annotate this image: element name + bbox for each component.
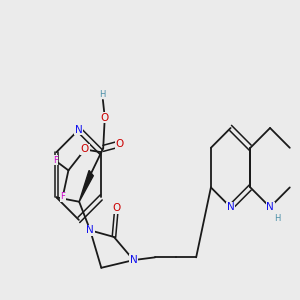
Text: F: F xyxy=(60,192,65,201)
Text: O: O xyxy=(112,203,121,213)
Text: H: H xyxy=(274,214,280,223)
Polygon shape xyxy=(79,170,93,202)
Text: O: O xyxy=(116,139,124,149)
Text: N: N xyxy=(86,225,94,236)
Text: N: N xyxy=(75,124,83,135)
Text: O: O xyxy=(81,144,89,154)
Text: N: N xyxy=(227,202,235,212)
Text: N: N xyxy=(266,202,274,212)
Text: N: N xyxy=(130,255,137,265)
Text: H: H xyxy=(99,90,105,99)
Text: F: F xyxy=(53,156,58,165)
Text: O: O xyxy=(101,112,109,122)
